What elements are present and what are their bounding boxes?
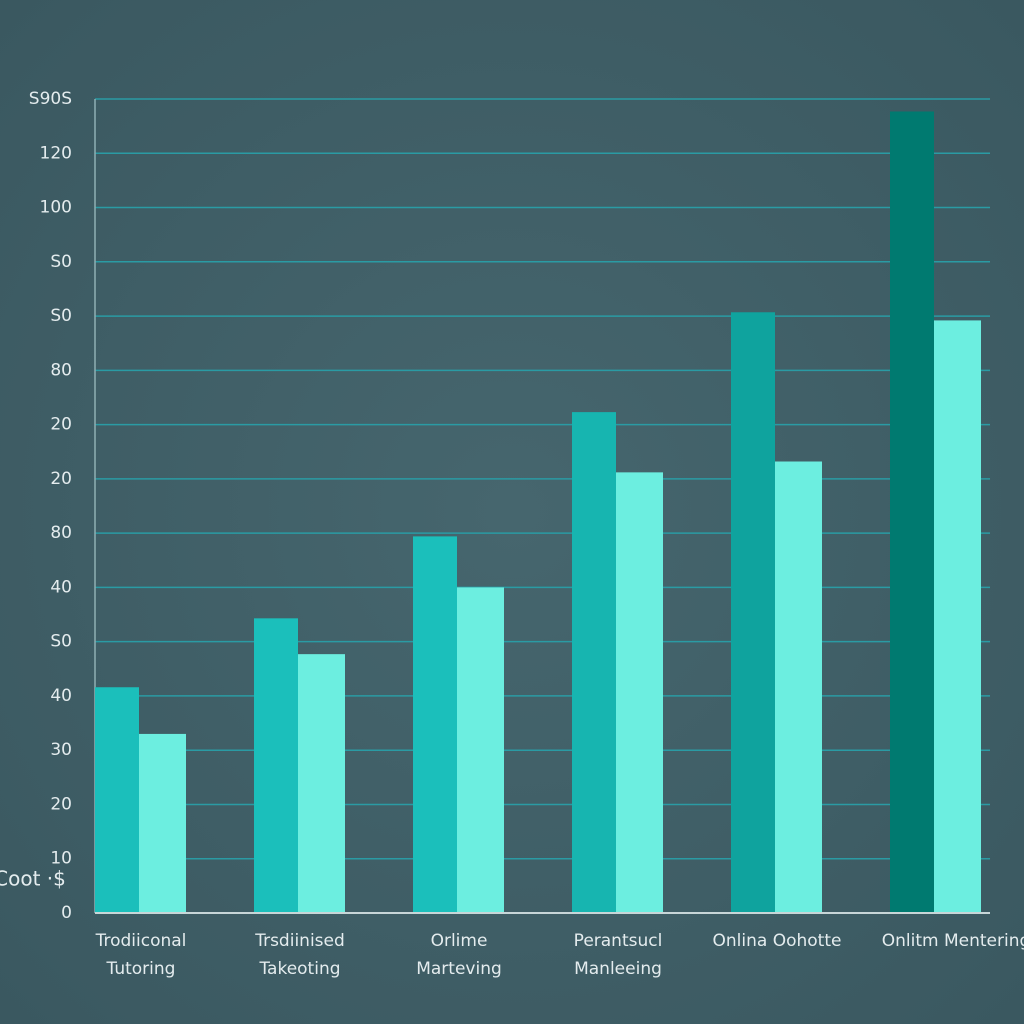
bar xyxy=(95,687,139,913)
x-tick-label: Trsdiinised xyxy=(254,931,345,951)
y-tick-label: 0 xyxy=(61,903,72,923)
y-tick-label: 80 xyxy=(50,523,72,543)
bar xyxy=(731,312,775,913)
bar xyxy=(457,587,504,913)
y-tick-label: 30 xyxy=(50,740,72,760)
x-tick-label: Orlime xyxy=(431,931,488,951)
y-tick-label: 80 xyxy=(50,360,72,380)
bar xyxy=(775,461,822,913)
x-tick-label: Perantsucl xyxy=(574,931,663,951)
bar xyxy=(934,320,981,914)
y-axis-label: Coot ·$ xyxy=(0,867,66,891)
x-tick-label: Takeoting xyxy=(258,959,340,979)
x-tick-label: Manleeing xyxy=(574,959,662,979)
x-tick-label: Tutoring xyxy=(106,959,176,979)
x-tick-label: Marteving xyxy=(416,959,502,979)
y-tick-label: 20 xyxy=(50,469,72,489)
bar xyxy=(572,412,616,913)
y-tick-label: 40 xyxy=(50,577,72,597)
x-tick-label: Trodiiconal xyxy=(95,931,187,951)
x-tick-label: Onlina Oohotte xyxy=(713,931,842,951)
y-tick-label: 100 xyxy=(40,198,72,218)
y-tick-label: S0 xyxy=(50,252,72,272)
y-tick-label: S90S xyxy=(29,89,72,109)
y-tick-label: S0 xyxy=(50,632,72,652)
bar xyxy=(298,654,345,913)
bar xyxy=(890,111,934,914)
y-tick-label: 20 xyxy=(50,415,72,435)
y-tick-label: 40 xyxy=(50,686,72,706)
bar xyxy=(254,618,298,913)
y-tick-label: S0 xyxy=(50,306,72,326)
y-tick-label: 20 xyxy=(50,794,72,814)
bar xyxy=(139,733,186,913)
bar xyxy=(616,472,663,913)
y-tick-label: 120 xyxy=(40,143,72,163)
x-tick-label: Onlitm Mentering xyxy=(882,931,1024,951)
y-tick-label: 10 xyxy=(50,849,72,869)
bar xyxy=(413,536,457,913)
